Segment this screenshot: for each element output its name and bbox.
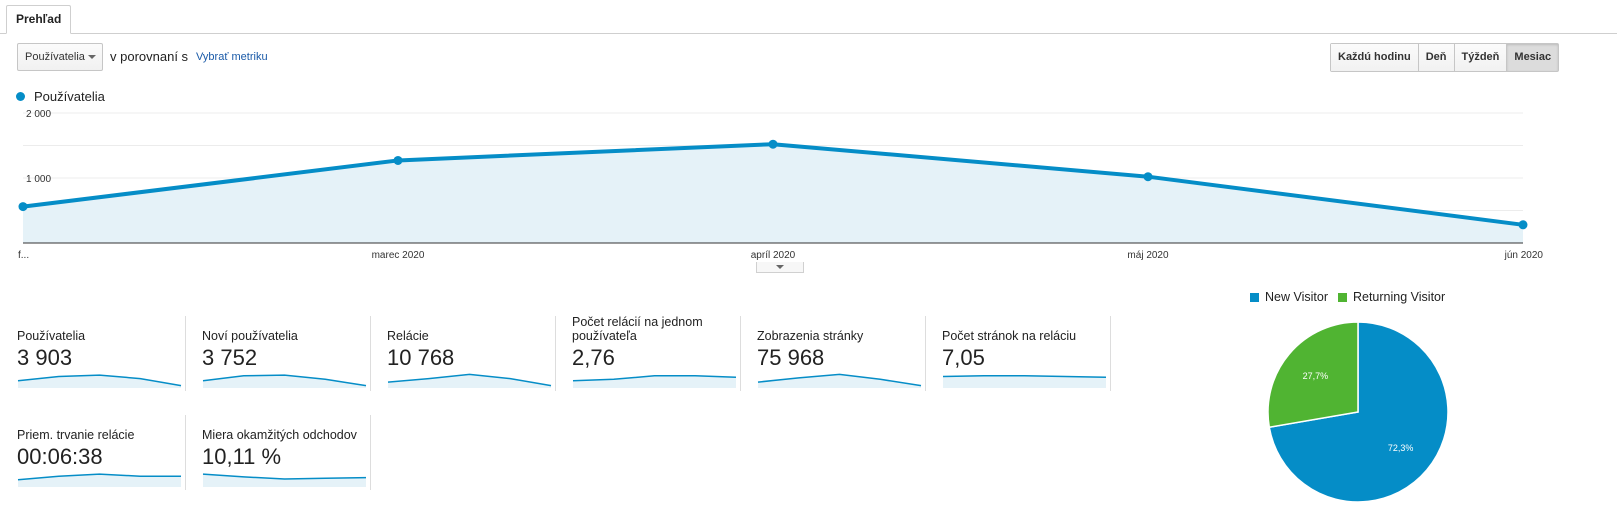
data-point[interactable] <box>768 139 778 149</box>
x-tick-label: f... <box>18 250 29 261</box>
granularity-week-button[interactable]: Týždeň <box>1454 44 1508 71</box>
legend-swatch <box>1337 292 1347 302</box>
sparkline <box>942 375 1107 388</box>
sparkline <box>387 373 552 388</box>
sparkline-line <box>17 473 181 481</box>
pie-legend: New Visitor Returning Visitor <box>1250 290 1455 304</box>
scorecard-pageviews[interactable]: Zobrazenia stránky 75 968 <box>757 316 926 391</box>
y-tick-label: 2 000 <box>26 109 51 120</box>
data-point[interactable] <box>1143 172 1153 182</box>
sparkline-area <box>758 374 921 388</box>
granularity-month-button[interactable]: Mesiac <box>1507 44 1559 71</box>
sparkline <box>202 473 367 487</box>
x-tick-label: apríl 2020 <box>751 250 796 261</box>
scorecard-value: 10,11 % <box>202 444 282 469</box>
sparkline-area <box>388 374 551 388</box>
pie-legend-item[interactable]: Returning Visitor <box>1337 290 1446 304</box>
data-point[interactable] <box>18 202 28 212</box>
legend-swatch <box>1250 292 1259 302</box>
sparkline-line <box>202 473 367 480</box>
sparkline-area <box>18 474 181 487</box>
x-tick-label: jún 2020 <box>1504 250 1544 261</box>
scorecard-value: 7,05 <box>942 345 985 370</box>
x-tick-label: máj 2020 <box>1127 250 1169 261</box>
sparkline-area <box>203 375 366 388</box>
metric-select-value: Používatelia <box>25 51 85 63</box>
pie-slice-label: 72,3% <box>1388 443 1414 453</box>
pie-slice-label: 27,7% <box>1303 371 1329 381</box>
sparkline-line <box>387 373 552 387</box>
sparkline <box>202 374 367 388</box>
scorecard-sessions[interactable]: Relácie 10 768 <box>387 316 556 391</box>
scorecard-value: 2,76 <box>572 345 615 370</box>
sparkline-area <box>573 375 736 388</box>
sparkline-line <box>572 375 737 382</box>
compare-label: v porovnaní s <box>110 49 189 64</box>
sparkline-area <box>943 375 1106 388</box>
data-point[interactable] <box>393 155 403 165</box>
scorecard-label: Zobrazenia stránky <box>757 329 864 343</box>
sparkline-line <box>17 374 182 387</box>
y-tick-label: 1 000 <box>26 174 51 185</box>
pie-slice[interactable] <box>1267 321 1359 429</box>
tab-overview[interactable]: Prehľad <box>6 5 72 34</box>
sparkline-line <box>942 375 1107 378</box>
series-area <box>23 144 1523 243</box>
metric-select[interactable]: Používatelia <box>17 43 103 71</box>
scorecard-label: Priem. trvanie relácie <box>17 428 135 442</box>
scorecard-value: 10 768 <box>387 345 455 370</box>
scorecard-label: Miera okamžitých odchodov <box>202 428 357 442</box>
granularity-day-button[interactable]: Deň <box>1418 44 1455 71</box>
sparkline <box>757 373 922 388</box>
scorecard-value: 3 903 <box>17 345 73 370</box>
legend-series-label: Používatelia <box>34 89 105 104</box>
scorecard-sessions-per-user[interactable]: Počet relácií na jednom používateľa 2,76 <box>572 315 741 391</box>
sparkline <box>572 375 737 388</box>
sparkline-area <box>18 375 181 388</box>
scorecard-bounce-rate[interactable]: Miera okamžitých odchodov 10,11 % <box>202 415 371 490</box>
pie-legend-label: New Visitor <box>1265 290 1328 304</box>
scorecard-label: Počet stránok na reláciu <box>942 329 1077 343</box>
sparkline <box>17 473 181 487</box>
scorecard-label: Noví používatelia <box>202 329 298 343</box>
scorecard-label: Počet relácií na jednom používateľa <box>572 315 703 343</box>
chevron-down-icon <box>88 55 96 59</box>
chart-legend: Používatelia <box>16 89 105 104</box>
pie-legend-item[interactable]: New Visitor <box>1250 290 1328 304</box>
granularity-hourly-button[interactable]: Každú hodinu <box>1331 44 1419 71</box>
sparkline <box>17 374 182 388</box>
scorecard-pages-per-session[interactable]: Počet stránok na reláciu 7,05 <box>942 316 1111 391</box>
series-color-dot <box>16 92 25 101</box>
choose-metric-link[interactable]: Vybrať metriku <box>196 51 268 63</box>
scorecard-value: 3 752 <box>202 345 258 370</box>
chart-expand-toggle[interactable] <box>756 262 804 273</box>
x-tick-label: marec 2020 <box>372 250 425 261</box>
visitor-type-pie-chart[interactable]: 72,3% 27,7% <box>1266 320 1450 504</box>
tab-bar: Prehľad <box>0 0 1617 34</box>
scorecard-new-users[interactable]: Noví používatelia 3 752 <box>202 316 371 391</box>
granularity-button-group: Každú hodinu Deň Týždeň Mesiac <box>1330 43 1560 72</box>
sparkline-line <box>757 373 922 387</box>
sparkline-line <box>202 374 367 387</box>
scorecard-label: Relácie <box>387 329 429 343</box>
data-point[interactable] <box>1518 220 1528 230</box>
scorecard-value: 00:06:38 <box>17 444 103 469</box>
scorecard-users[interactable]: Používatelia 3 903 <box>17 316 186 391</box>
users-line-chart[interactable]: 2 000 1 000 f... marec 2020 apríl 2020 máj 20… <box>0 105 1617 265</box>
scorecard-avg-session-duration[interactable]: Priem. trvanie relácie 00:06:38 <box>17 415 186 490</box>
scorecard-value: 75 968 <box>757 345 825 370</box>
scorecard-label: Používatelia <box>17 329 86 343</box>
chevron-down-icon <box>776 265 784 269</box>
pie-legend-label: Returning Visitor <box>1352 290 1446 304</box>
